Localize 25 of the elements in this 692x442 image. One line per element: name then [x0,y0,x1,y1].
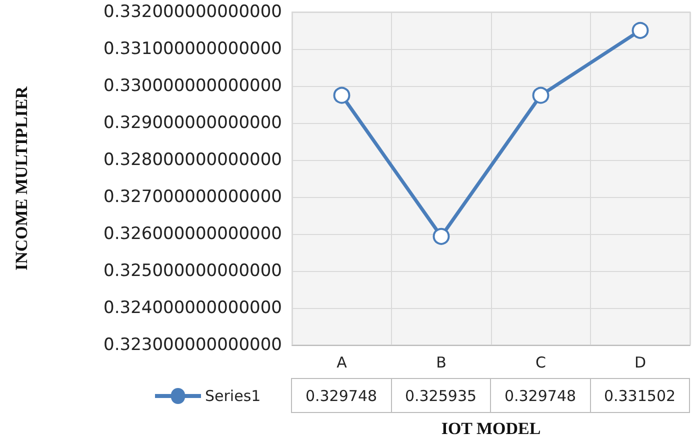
y-axis-title: INCOME MULTIPLIER [12,86,31,271]
point [532,86,550,104]
y-tick-label: 0.328000000000000 [104,150,282,170]
x-tick-label: A [336,354,348,372]
y-tick-label: 0.325000000000000 [104,261,282,281]
y-tick-label: 0.327000000000000 [104,187,282,207]
x-tick-label: C [536,354,546,372]
y-tick-label: 0.332000000000000 [104,2,282,22]
data-label: 0.329748 [490,378,590,412]
y-tick-label: 0.330000000000000 [104,76,282,96]
y-tick-label: 0.329000000000000 [104,113,282,133]
data-label: 0.329748 [292,378,391,412]
data-label: 0.325935 [391,378,490,412]
point [632,22,649,39]
y-tick-label: 0.326000000000000 [104,224,282,244]
point [333,86,350,104]
legend-label: Series1 [205,387,261,405]
x-tick-label: D [634,354,646,372]
x-axis-title: IOT MODEL [441,419,541,438]
y-tick-label: 0.323000000000000 [104,335,282,355]
y-tick-label: 0.324000000000000 [104,298,282,318]
x-tick-label: B [436,354,446,372]
y-tick-label: 0.331000000000000 [104,39,282,59]
data-label: 0.331502 [590,378,690,412]
point [432,228,450,245]
